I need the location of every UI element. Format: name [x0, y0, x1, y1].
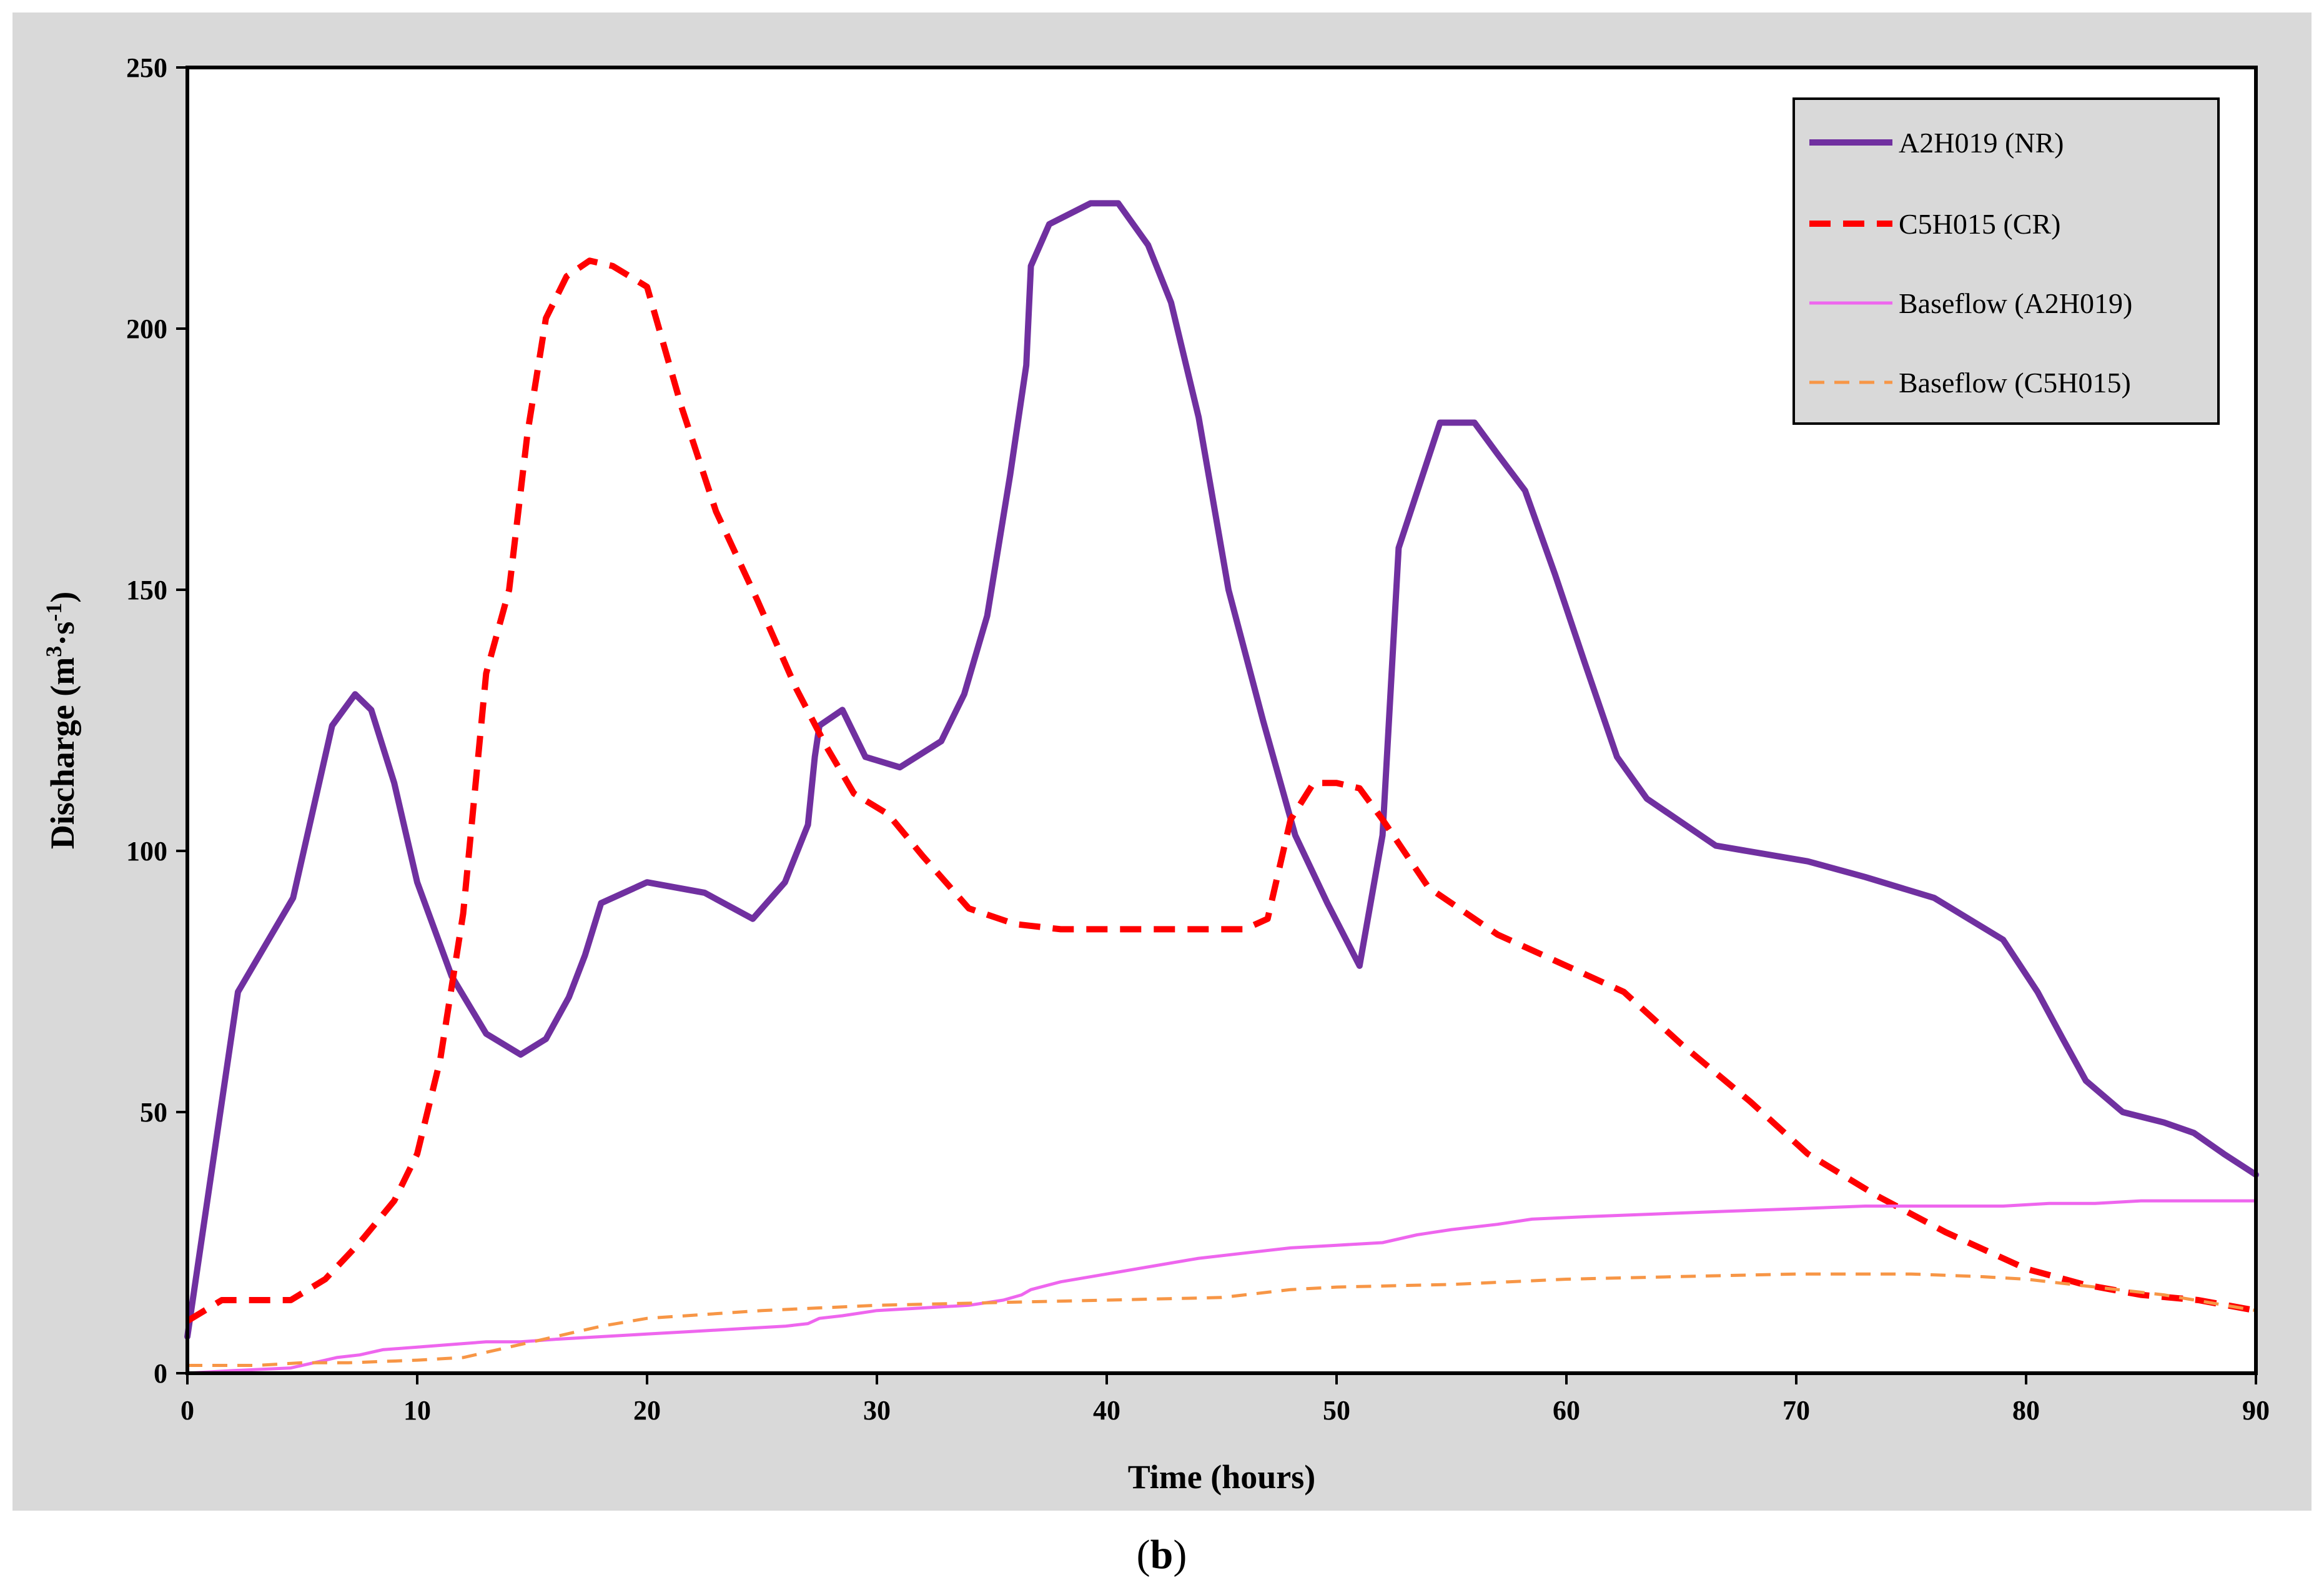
y-axis-title-sup1: 3: [41, 646, 66, 657]
x-tick-label: 70: [1783, 1395, 1810, 1426]
legend-label-3: Baseflow (A2H019): [1899, 287, 2132, 319]
x-tick-label: 0: [180, 1395, 194, 1426]
panel-label-open: (: [1137, 1532, 1150, 1578]
x-tick-label: 40: [1093, 1395, 1120, 1426]
legend-label-4: Baseflow (C5H015): [1899, 367, 2131, 399]
y-axis: 0 50 100 150 200 250: [126, 52, 187, 1389]
x-tick-label: 80: [2012, 1395, 2040, 1426]
panel-label: (b): [1137, 1532, 1187, 1578]
plot-border: [185, 66, 2258, 1375]
x-tick-label: 20: [633, 1395, 661, 1426]
y-tick-label: 0: [154, 1358, 167, 1389]
series-line-3: [185, 1199, 2258, 1375]
x-tick-label: 30: [863, 1395, 891, 1426]
y-tick-label: 250: [126, 52, 167, 83]
x-tick-label: 10: [403, 1395, 431, 1426]
legend: A2H019 (NR) C5H015 (CR) Baseflow (A2H019) B…: [1792, 97, 2220, 425]
legend-entries: A2H019 (NR) C5H015 (CR) Baseflow (A2H019) B…: [1809, 127, 2132, 399]
y-axis-title-end: ): [44, 592, 81, 603]
series-line-1: [184, 200, 2259, 1340]
y-axis-title: Discharge (m3·s-1): [41, 592, 81, 849]
y-tick-label: 200: [126, 314, 167, 344]
y-tick-label: 150: [126, 575, 167, 605]
y-tick-label: 100: [126, 836, 167, 867]
y-tick-label: 50: [140, 1097, 167, 1128]
x-tick-label: 90: [2242, 1395, 2270, 1426]
panel-label-letter: b: [1150, 1532, 1174, 1578]
series-layer: [184, 200, 2259, 1375]
panel-label-close: ): [1173, 1532, 1187, 1578]
y-axis-title-main: Discharge (m: [44, 657, 81, 849]
x-tick-label: 50: [1323, 1395, 1350, 1426]
legend-label-2: C5H015 (CR): [1899, 208, 2060, 240]
y-axis-title-sup2: -1: [41, 603, 66, 622]
legend-box: [1792, 97, 2220, 425]
series-line-2: [185, 257, 2257, 1324]
legend-label-1: A2H019 (NR): [1899, 127, 2064, 159]
series-line-4: [187, 1272, 2257, 1367]
x-axis-title: Time (hours): [1128, 1458, 1316, 1496]
y-axis-title-mid: ·s: [44, 622, 81, 646]
x-axis: 0 10 20 30 40 50 60 70 80 90: [180, 1373, 2270, 1426]
x-tick-label: 60: [1553, 1395, 1580, 1426]
